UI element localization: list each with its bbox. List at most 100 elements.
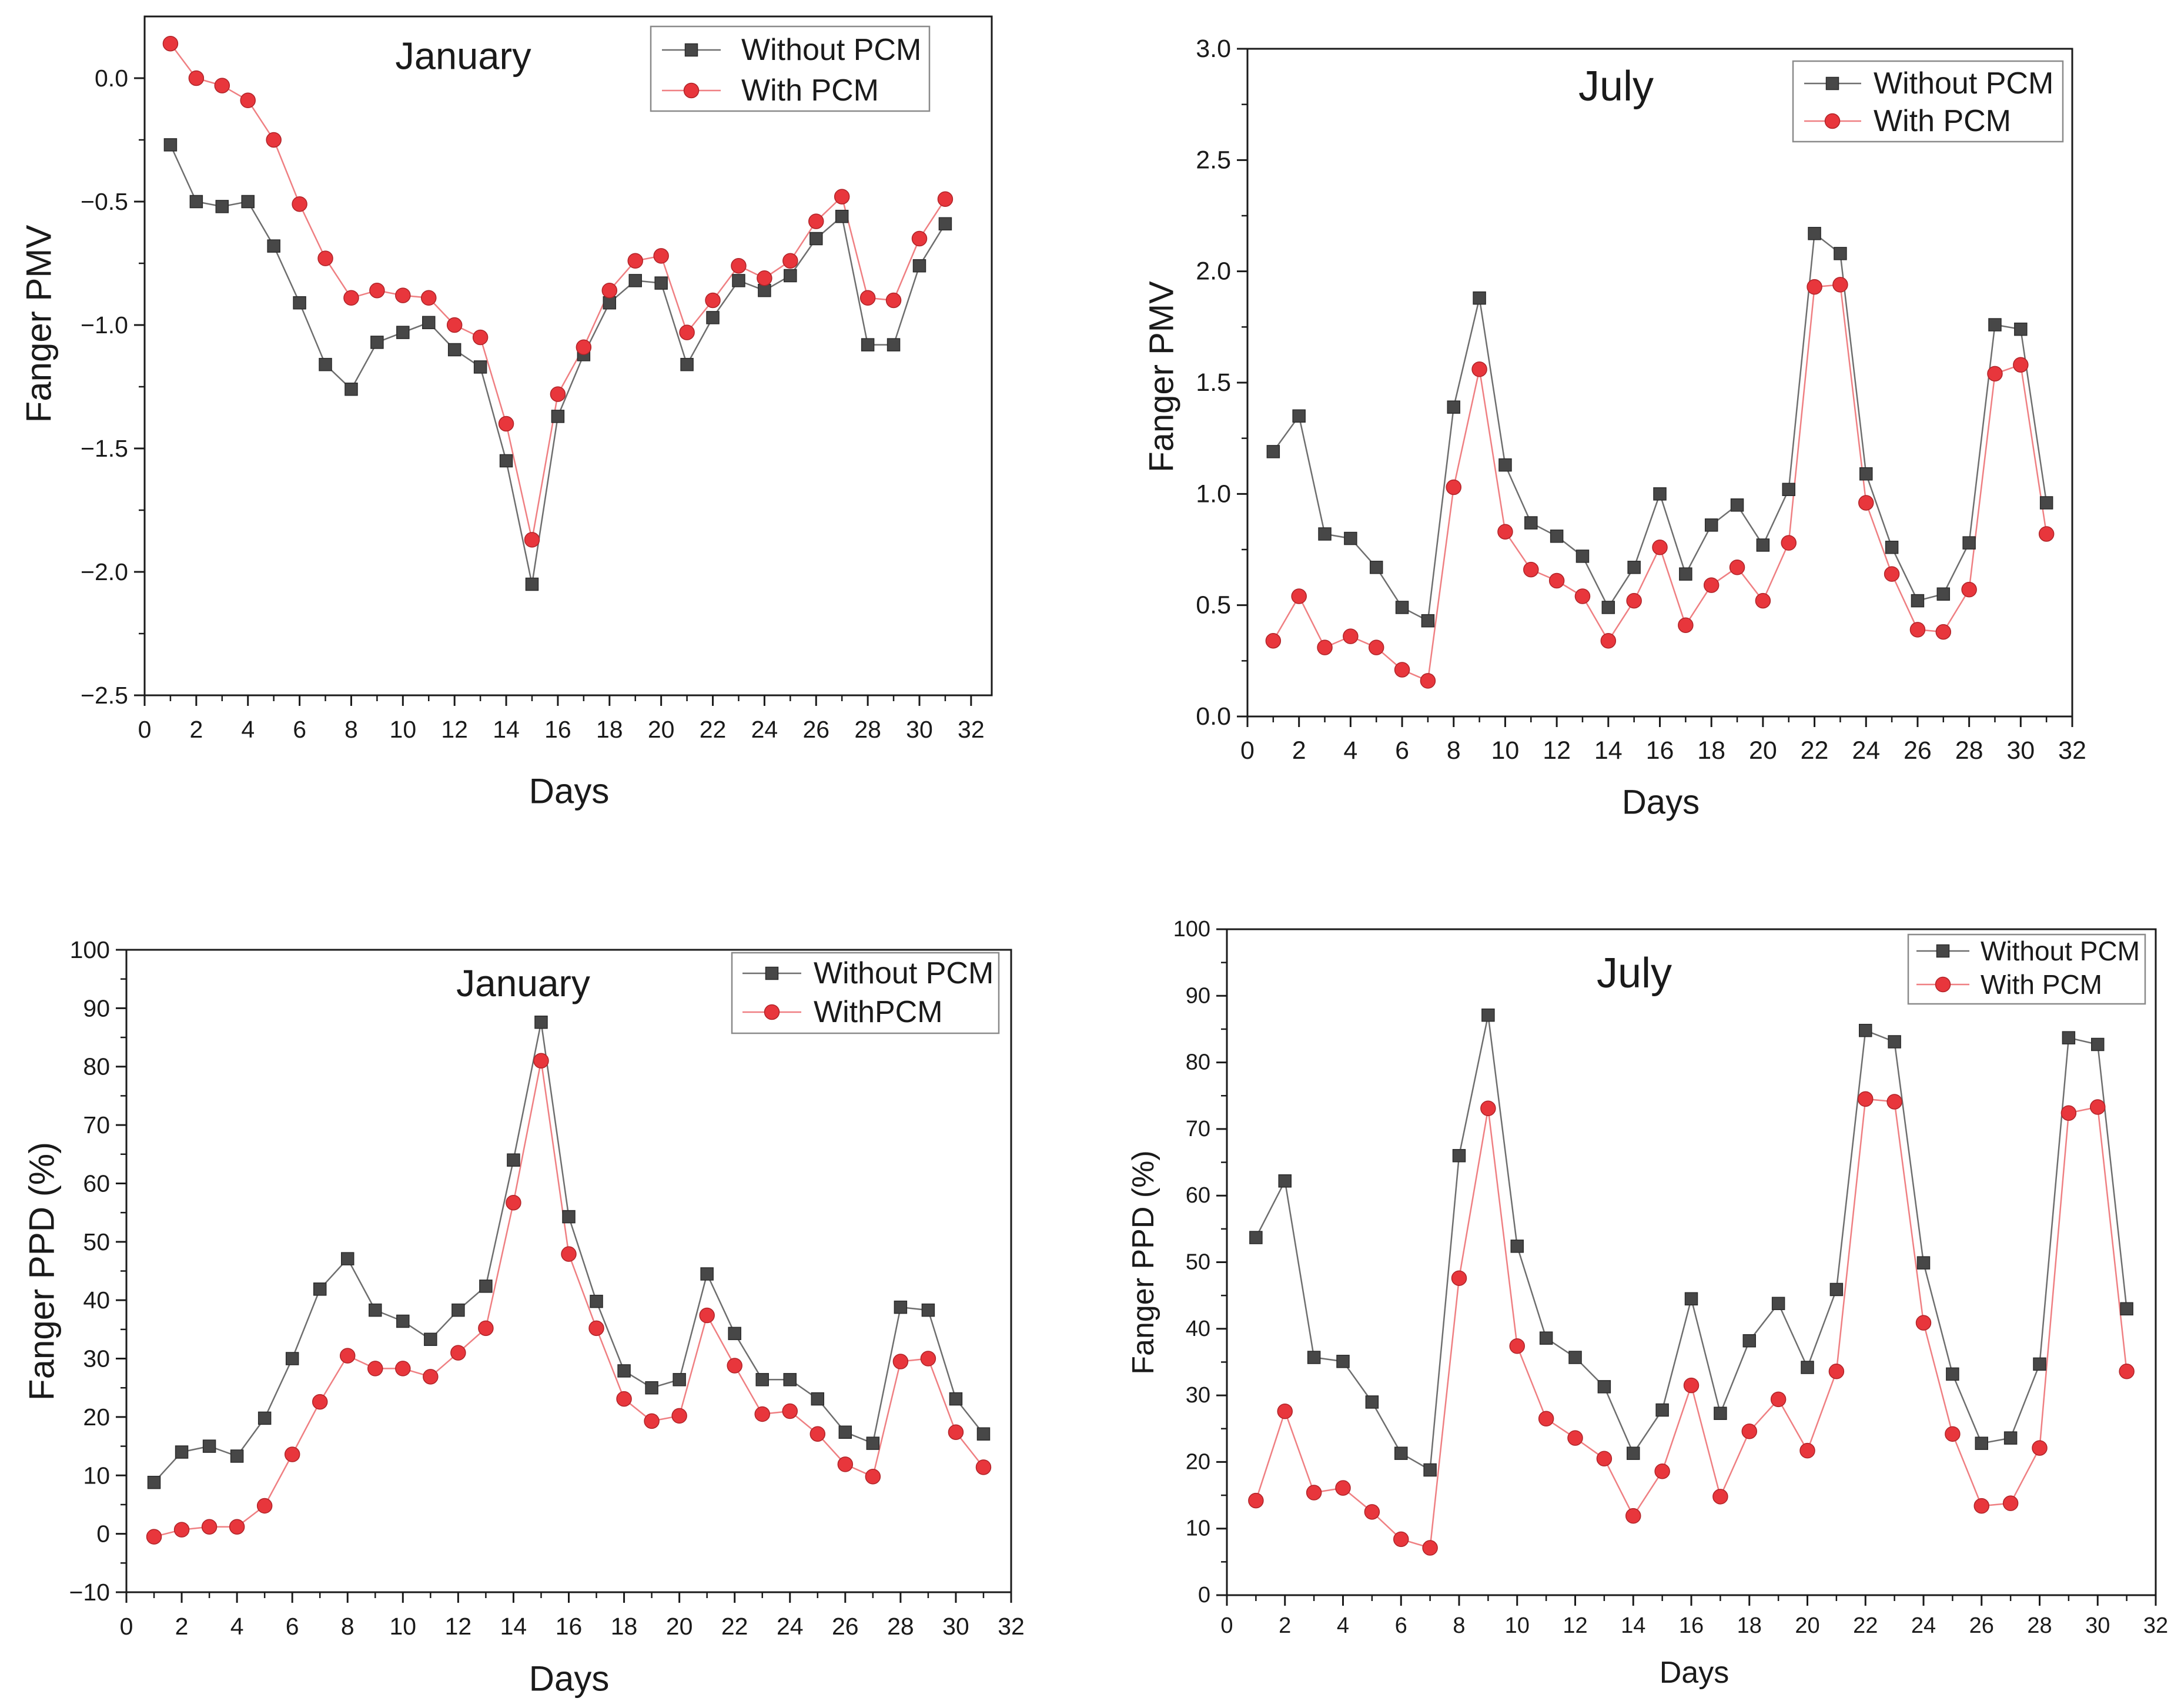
without-pcm-point-day-8 <box>341 1252 354 1265</box>
legend-label-with-pcm: With PCM <box>1874 104 2011 138</box>
with-pcm-point-day-29 <box>2060 1105 2077 1121</box>
without-pcm-point-day-12 <box>1568 1351 1582 1364</box>
y-tick-label: 1.0 <box>1196 480 1231 508</box>
without-pcm-point-day-2 <box>189 195 203 209</box>
with-pcm-point-day-23 <box>1886 1094 1902 1110</box>
x-tick-label: 28 <box>1955 736 1983 765</box>
without-pcm-point-day-19 <box>1771 1297 1785 1310</box>
without-pcm-point-day-30 <box>2014 322 2028 336</box>
legend-label-without-pcm: Without PCM <box>1874 66 2053 101</box>
without-pcm-point-day-15 <box>525 577 539 591</box>
without-pcm-point-day-16 <box>1684 1292 1698 1306</box>
without-pcm-point-day-30 <box>2091 1037 2105 1051</box>
without-pcm-point-day-25 <box>1885 540 1899 554</box>
with-pcm-point-day-25 <box>1945 1426 1961 1442</box>
with-pcm-point-day-12 <box>446 317 463 333</box>
with-pcm-point-day-17 <box>1712 1489 1728 1505</box>
with-pcm-point-day-31 <box>937 191 954 207</box>
without-pcm-point-day-13 <box>473 360 487 374</box>
with-pcm-point-day-11 <box>1538 1411 1554 1427</box>
with-pcm-point-day-20 <box>1755 592 1771 609</box>
with-pcm-point-day-3 <box>1317 639 1333 655</box>
without-pcm-point-day-20 <box>1756 538 1770 552</box>
y-tick-label: 100 <box>70 936 110 963</box>
x-tick-label: 32 <box>2143 1613 2168 1638</box>
x-tick-label: 16 <box>544 716 571 743</box>
y-tick-label: 20 <box>83 1404 110 1431</box>
x-tick-label: 8 <box>1453 1613 1465 1638</box>
withpcm-point-day-27 <box>865 1469 881 1485</box>
without-pcm-point-day-27 <box>866 1436 880 1450</box>
with-pcm-point-day-29 <box>885 292 902 309</box>
withpcm-point-day-23 <box>754 1406 770 1422</box>
with-pcm-point-day-23 <box>731 257 747 274</box>
x-tick-label: 14 <box>1621 1613 1645 1638</box>
x-tick-label: 8 <box>1447 736 1461 765</box>
without-pcm-point-day-4 <box>241 195 255 209</box>
withpcm-point-day-10 <box>395 1361 411 1377</box>
without-pcm-point-day-14 <box>1601 601 1615 614</box>
withpcm-point-day-15 <box>533 1053 549 1069</box>
without-pcm-point-day-1 <box>1249 1231 1263 1244</box>
x-tick-label: 14 <box>1594 736 1623 765</box>
with-pcm-point-day-27 <box>2002 1495 2019 1511</box>
y-tick-label: 20 <box>1186 1449 1210 1474</box>
x-tick-label: 22 <box>1801 736 1829 765</box>
x-tick-label: 18 <box>596 716 623 743</box>
withpcm-point-day-21 <box>699 1307 715 1324</box>
y-tick-label: 2.5 <box>1196 146 1231 174</box>
without-pcm-point-day-23 <box>755 1373 769 1387</box>
y-tick-label: −2.5 <box>81 682 128 709</box>
with-pcm-point-day-4 <box>240 92 256 109</box>
without-pcm-point-day-14 <box>499 454 513 468</box>
without-pcm-point-day-10 <box>1498 458 1512 472</box>
without-pcm-point-day-5 <box>1365 1395 1379 1409</box>
y-tick-label: −10 <box>69 1579 110 1606</box>
withpcm-point-day-7 <box>312 1394 328 1410</box>
y-tick-label: −1.0 <box>81 312 128 339</box>
with-pcm-point-day-11 <box>421 290 437 306</box>
plot-frame <box>143 15 993 696</box>
without-pcm-point-day-9 <box>1473 291 1486 305</box>
chart-title: July <box>1578 63 1654 110</box>
chart-january-pmv: 0 2 4 6 8 10 12 14 16 18 20 22 24 26 28 30 32−2.5−2.0−1.… <box>19 15 993 811</box>
with-pcm-point-day-10 <box>1509 1338 1525 1354</box>
without-pcm-point-day-3 <box>202 1439 216 1453</box>
y-tick-label: 90 <box>1186 983 1210 1008</box>
with-pcm-point-day-25 <box>782 253 798 269</box>
without-pcm-point-day-2 <box>175 1445 189 1459</box>
x-tick-label: 12 <box>1543 736 1571 765</box>
x-tick-label: 0 <box>138 716 152 743</box>
y-tick-label: 10 <box>1186 1516 1210 1541</box>
with-pcm-point-day-21 <box>679 324 695 340</box>
without-pcm-point-day-12 <box>1550 530 1564 543</box>
without-pcm-point-day-6 <box>1394 1446 1408 1460</box>
without-pcm-point-day-21 <box>1829 1282 1844 1297</box>
x-tick-label: 18 <box>1697 736 1725 765</box>
with-pcm-point-day-4 <box>1343 628 1359 644</box>
without-pcm-point-day-15 <box>1627 561 1641 574</box>
x-tick-label: 10 <box>1491 736 1520 765</box>
y-tick-label: 30 <box>83 1345 110 1372</box>
x-tick-label: 4 <box>230 1613 244 1640</box>
x-tick-label: 20 <box>648 716 675 743</box>
withpcm-point-day-5 <box>256 1498 273 1514</box>
y-tick-label: 90 <box>83 994 110 1022</box>
with-pcm-point-day-16 <box>550 386 566 402</box>
without-pcm-point-day-15 <box>1655 1403 1669 1417</box>
without-pcm-point-day-5 <box>1369 561 1383 574</box>
y-tick-label: 70 <box>83 1111 110 1138</box>
with-pcm-point-day-29 <box>1987 366 2003 382</box>
with-pcm-point-day-17 <box>1678 617 1694 633</box>
without-pcm-point-day-6 <box>293 296 306 310</box>
with-pcm-point-day-14 <box>1600 633 1617 649</box>
without-pcm-point-day-29 <box>2062 1031 2076 1044</box>
without-pcm-point-day-18 <box>1742 1334 1756 1348</box>
x-tick-label: 20 <box>1795 1613 1819 1638</box>
withpcm-point-day-9 <box>367 1361 383 1377</box>
withpcm-point-day-28 <box>892 1354 909 1369</box>
without-pcm-point-day-23 <box>1834 247 1847 260</box>
with-pcm-point-day-27 <box>834 189 850 205</box>
without-pcm-point-day-5 <box>267 239 280 253</box>
x-tick-label: 16 <box>556 1613 583 1640</box>
